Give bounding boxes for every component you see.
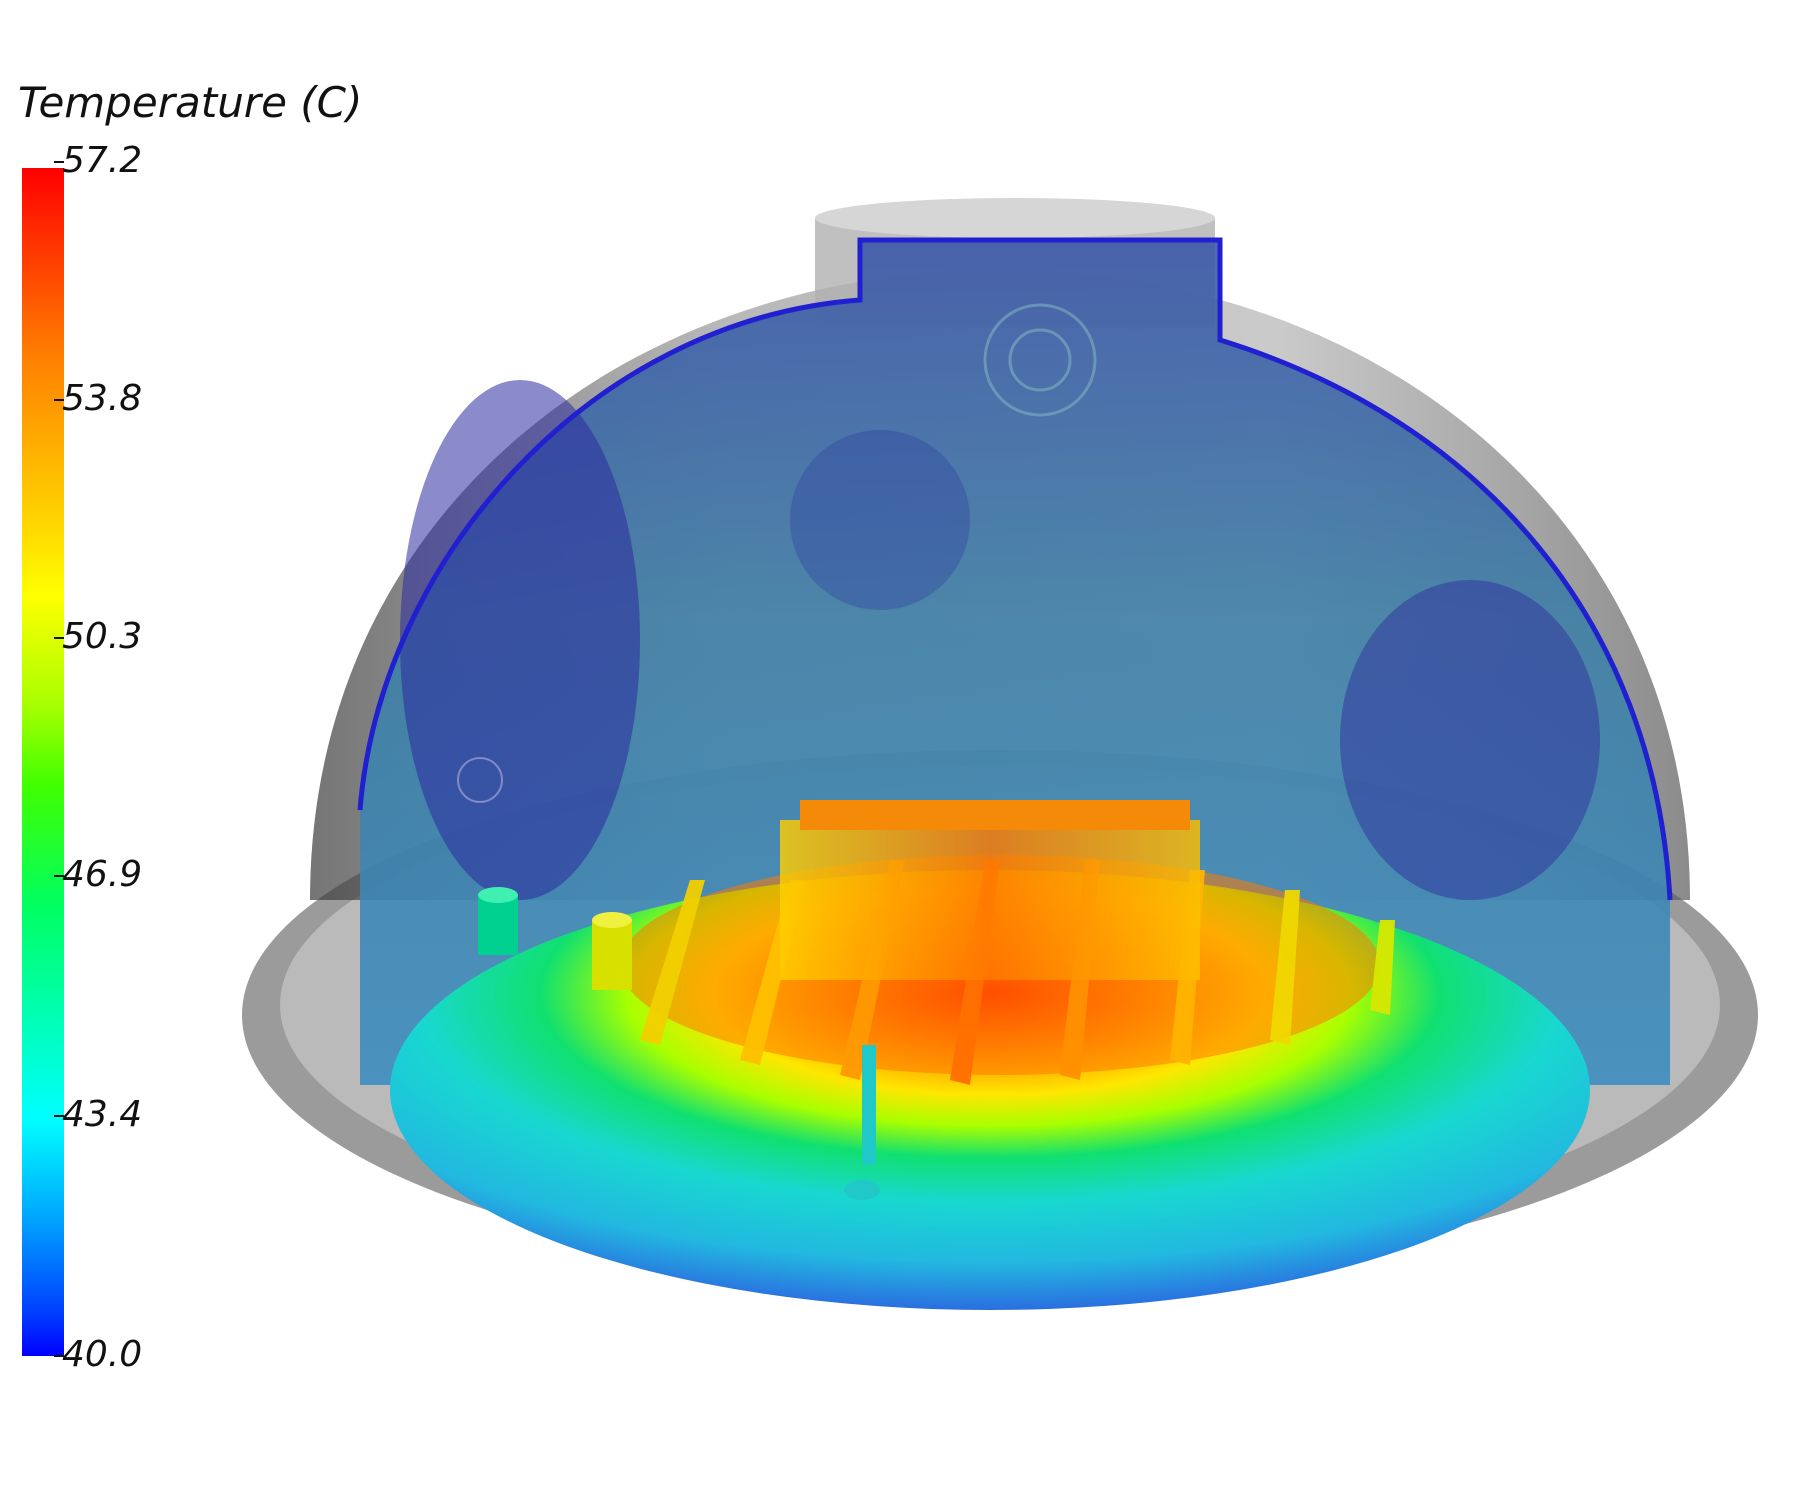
heatsink-fins	[640, 800, 1395, 1085]
legend-title: Temperature (C)	[18, 78, 363, 127]
colorbar-tick-5: 43.4	[53, 1094, 143, 1135]
colorbar	[22, 168, 64, 1356]
capacitor-1	[478, 895, 518, 955]
flow-slice	[360, 240, 1670, 1085]
capacitor-2	[592, 920, 632, 990]
pin	[862, 1045, 876, 1165]
colorbar-tick-max: 57.2	[53, 140, 143, 181]
colorbar-tick-3: 50.3	[53, 616, 143, 657]
colorbar-tick-4: 46.9	[53, 854, 143, 895]
vortex-right	[1340, 580, 1600, 900]
colorbar-tick-2: 53.8	[53, 378, 143, 419]
vortex-left	[400, 380, 640, 900]
colorbar-tick-min: 40.0	[53, 1334, 143, 1375]
